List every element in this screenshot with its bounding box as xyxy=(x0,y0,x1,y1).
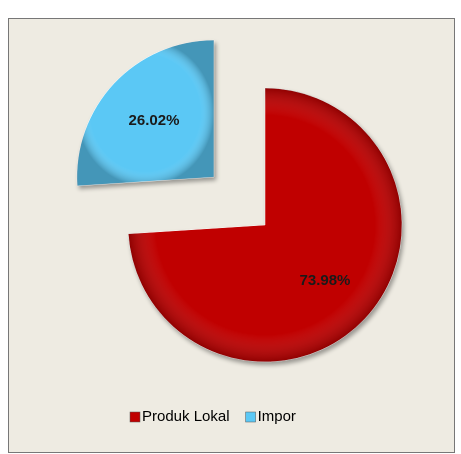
legend-swatch xyxy=(245,411,256,423)
data-label: 73.98% xyxy=(300,272,351,289)
legend-swatch xyxy=(129,411,141,423)
legend-label: Impor xyxy=(258,408,296,425)
legend-label: Produk Lokal xyxy=(142,408,230,425)
data-label: 26.02% xyxy=(129,112,180,129)
